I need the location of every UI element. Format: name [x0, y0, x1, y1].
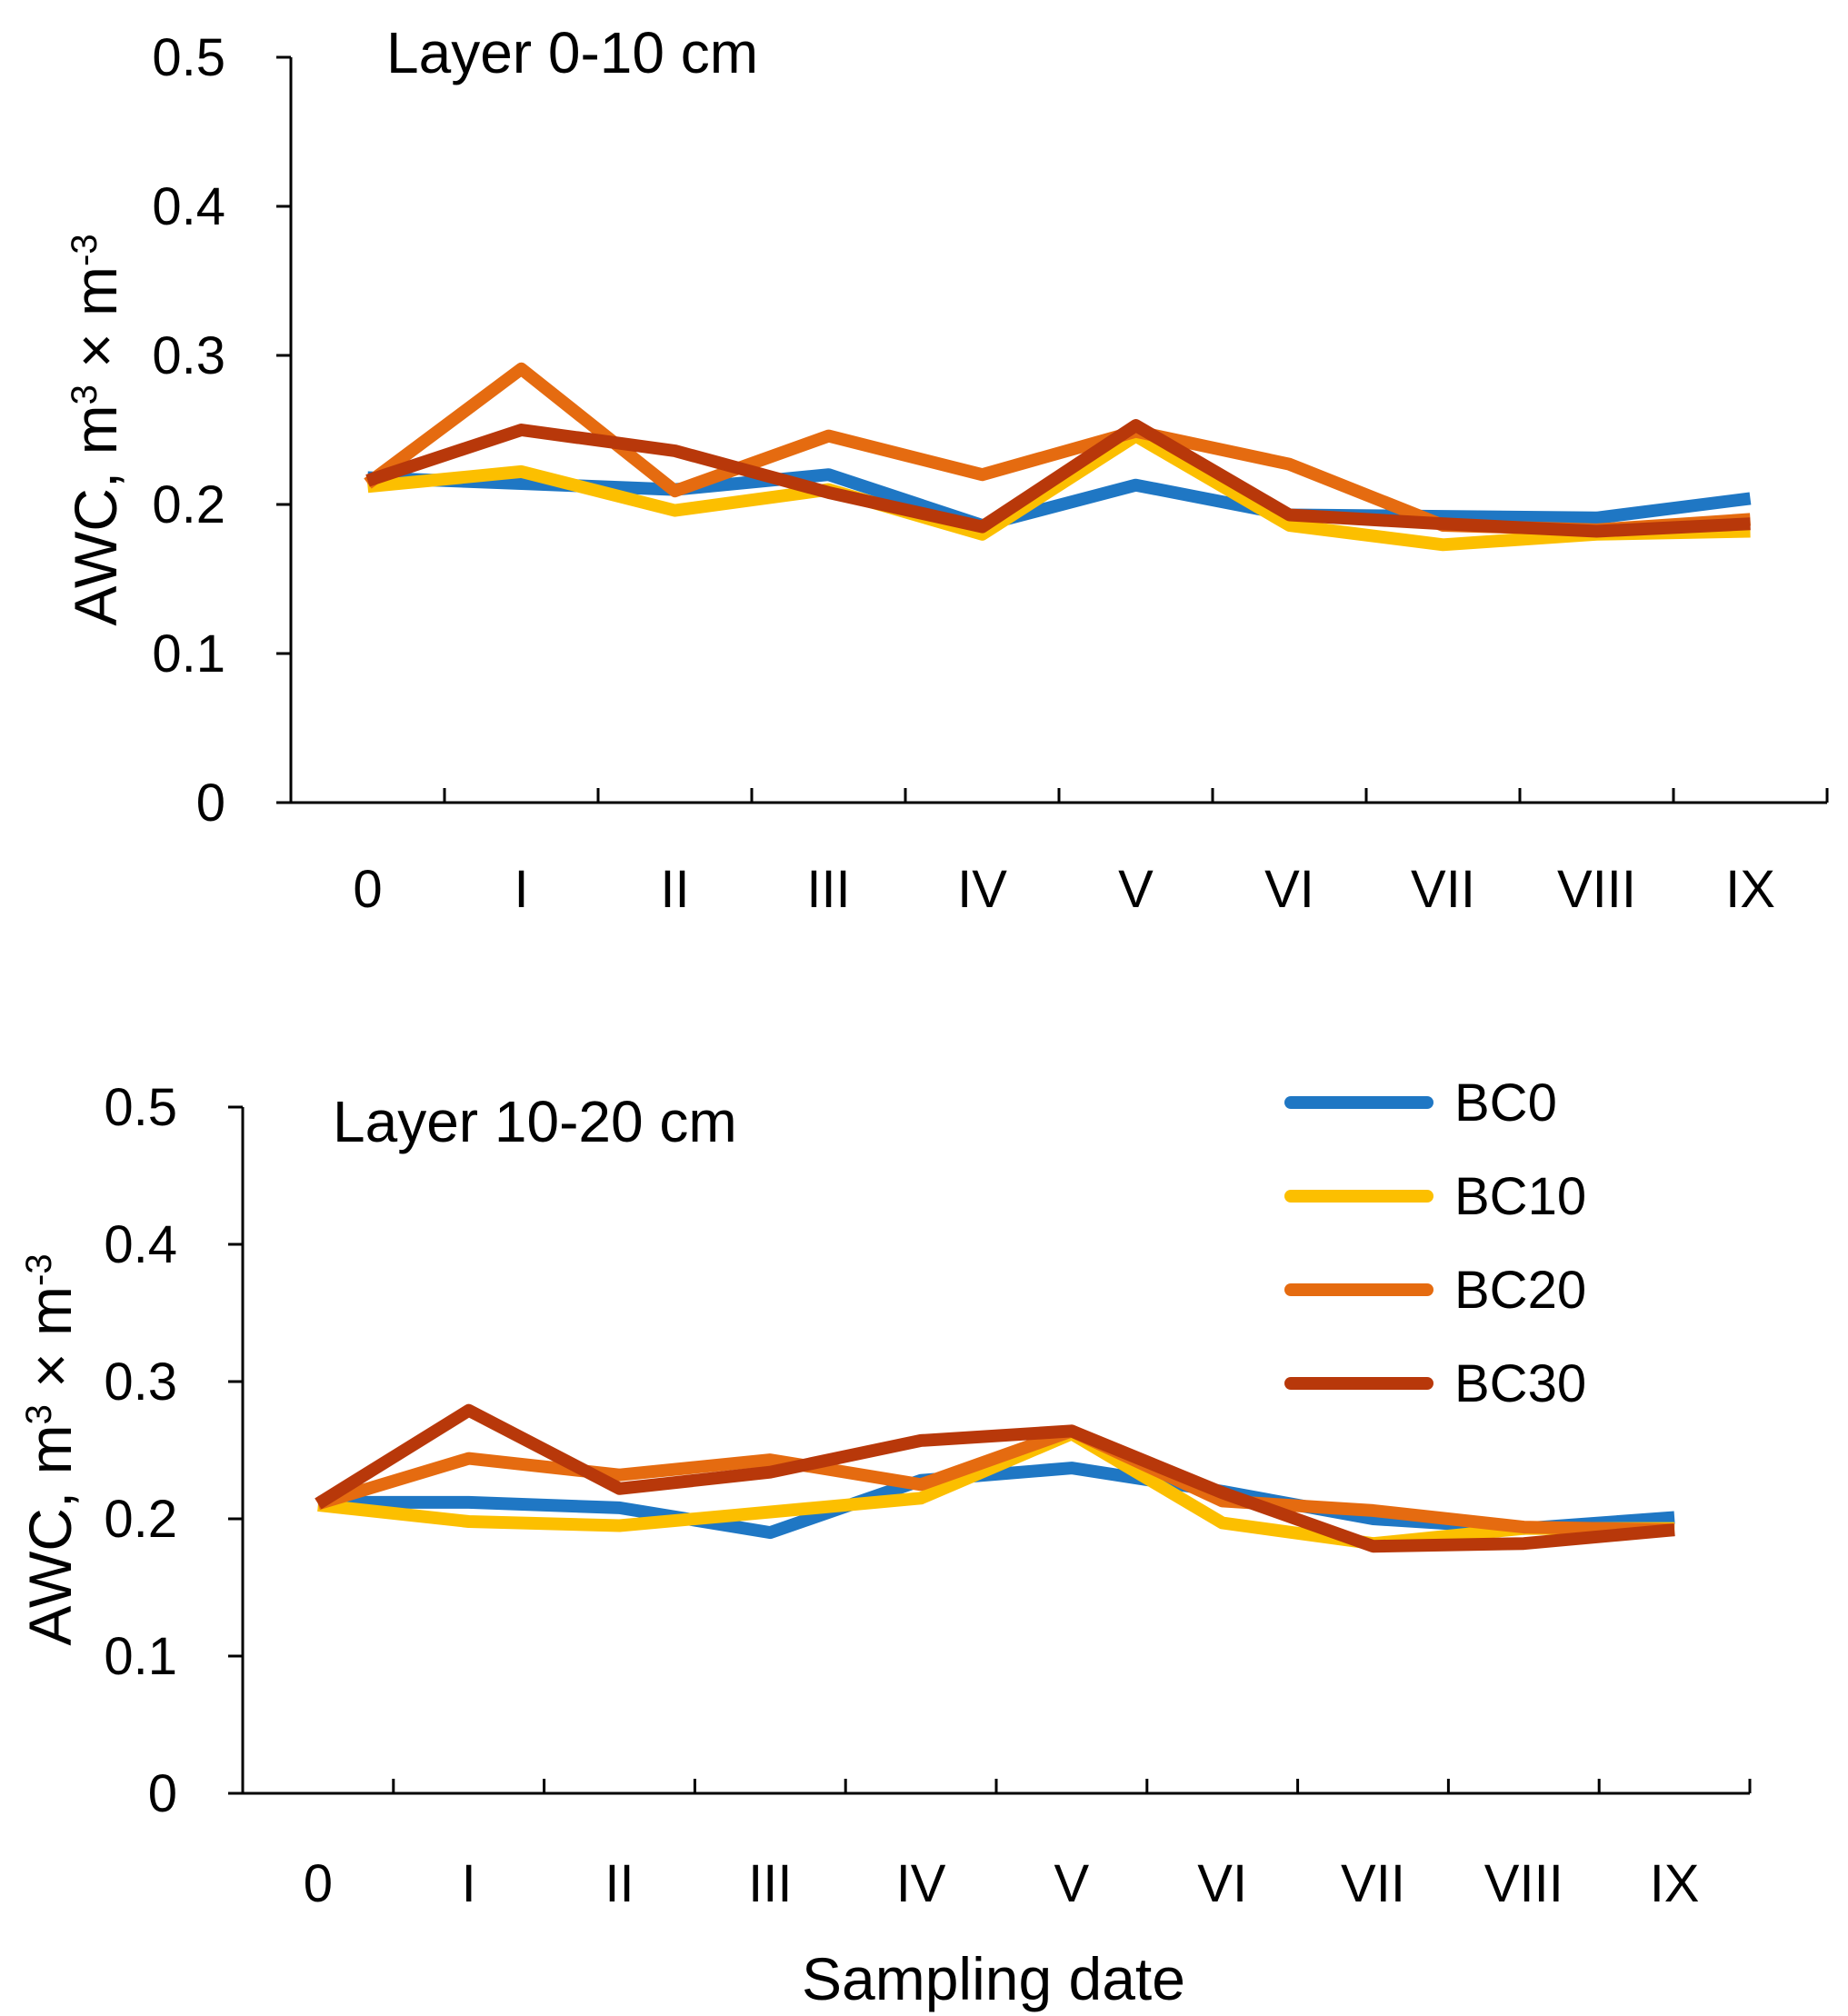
- x-tick-label: V: [1054, 1854, 1090, 1913]
- x-axis-title: Sampling date: [802, 1945, 1185, 2012]
- x-tick-label: VI: [1264, 860, 1314, 919]
- legend-label-bc20: BC20: [1454, 1261, 1586, 1320]
- x-tick-label: IV: [957, 860, 1007, 919]
- legend-label-bc10: BC10: [1454, 1167, 1586, 1226]
- legend-label-bc30: BC30: [1454, 1354, 1586, 1413]
- legend-label-bc0: BC0: [1454, 1073, 1557, 1133]
- chart-top-layer-0-10: 00.10.20.30.40.50 I II III IV V VI VII VIII IXAWC…: [62, 20, 1829, 919]
- y-tick-label: 0.3: [152, 326, 225, 385]
- x-tick-label: V: [1118, 860, 1154, 919]
- x-tick-label: VIII: [1484, 1854, 1563, 1913]
- y-axis-title: AWC, m3 × m-3: [62, 234, 129, 625]
- x-tick-label: 0: [353, 860, 382, 919]
- y-tick-label: 0.1: [152, 624, 225, 684]
- x-tick-label: VII: [1411, 860, 1475, 919]
- legend: BC0 BC10 BC20 BC30: [1284, 1073, 1586, 1413]
- series-line-bc10: [366, 429, 1751, 552]
- x-tick-label: II: [660, 860, 689, 919]
- y-axis-title: AWC, m3 × m-3: [16, 1253, 84, 1645]
- x-tick-label: VII: [1341, 1854, 1405, 1913]
- y-tick-label: 0.1: [104, 1627, 177, 1686]
- x-tick-label: IX: [1650, 1854, 1700, 1913]
- x-tick-label: IX: [1725, 860, 1775, 919]
- series-line-bc10: [317, 1427, 1675, 1551]
- y-tick-label: 0.4: [104, 1215, 177, 1274]
- x-tick-label: I: [462, 1854, 476, 1913]
- x-tick-label: III: [806, 860, 850, 919]
- x-tick-label: 0: [304, 1854, 333, 1913]
- series-line-bc20: [315, 1424, 1675, 1537]
- y-tick-label: 0.4: [152, 177, 225, 236]
- series-line-bc30: [315, 1403, 1675, 1553]
- x-tick-label: IV: [896, 1854, 946, 1913]
- panel-title: Layer 10-20 cm: [333, 1089, 737, 1154]
- x-tick-label: II: [604, 1854, 634, 1913]
- y-tick-label: 0.5: [104, 1078, 177, 1137]
- x-tick-label: III: [748, 1854, 792, 1913]
- y-tick-label: 0.2: [104, 1490, 177, 1549]
- y-tick-label: 0.5: [152, 28, 225, 87]
- series-line-bc30: [365, 419, 1751, 538]
- x-tick-label: VIII: [1557, 860, 1636, 919]
- y-tick-label: 0.3: [104, 1352, 177, 1412]
- y-tick-label: 0.2: [152, 475, 225, 534]
- y-tick-label: 0: [196, 773, 225, 833]
- y-tick-label: 0: [148, 1764, 177, 1823]
- chart-bottom-layer-10-20: 00.10.20.30.40.50 I II III IV V VI VII VIII IXAWC…: [16, 1073, 1752, 2012]
- panel-title: Layer 0-10 cm: [386, 20, 758, 85]
- x-tick-label: VI: [1197, 1854, 1247, 1913]
- x-tick-label: I: [514, 860, 528, 919]
